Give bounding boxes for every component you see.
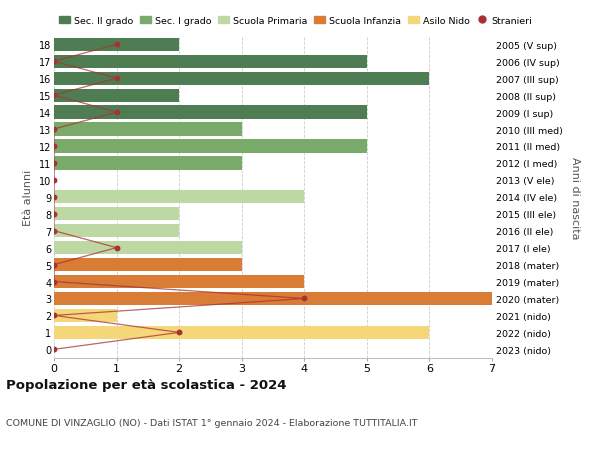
Bar [54,292,492,305]
Point [49,346,59,353]
Y-axis label: Età alunni: Età alunni [23,169,33,225]
Bar [54,106,367,119]
Point [49,211,59,218]
Bar [54,56,367,69]
Bar [54,157,242,170]
Point [49,312,59,319]
Point [49,177,59,184]
Bar [54,73,430,85]
Text: COMUNE DI VINZAGLIO (NO) - Dati ISTAT 1° gennaio 2024 - Elaborazione TUTTITALIA.: COMUNE DI VINZAGLIO (NO) - Dati ISTAT 1°… [6,418,418,427]
Bar [54,123,242,136]
Text: Popolazione per età scolastica - 2024: Popolazione per età scolastica - 2024 [6,379,287,392]
Point [112,41,121,49]
Point [49,92,59,100]
Point [49,160,59,167]
Bar [54,258,242,272]
Point [112,245,121,252]
Point [112,75,121,83]
Bar [54,90,179,102]
Point [49,278,59,285]
Bar [54,275,304,289]
Bar [54,241,242,255]
Bar [54,207,179,221]
Point [49,261,59,269]
Point [49,143,59,150]
Y-axis label: Anni di nascita: Anni di nascita [570,156,580,239]
Bar [54,191,304,204]
Legend: Sec. II grado, Sec. I grado, Scuola Primaria, Scuola Infanzia, Asilo Nido, Stran: Sec. II grado, Sec. I grado, Scuola Prim… [59,17,532,26]
Point [49,228,59,235]
Bar [54,140,367,153]
Point [49,194,59,201]
Point [299,295,309,302]
Point [49,126,59,134]
Point [175,329,184,336]
Bar [54,309,116,322]
Bar [54,224,179,238]
Point [49,58,59,66]
Bar [54,326,430,339]
Bar [54,39,179,52]
Point [112,109,121,117]
